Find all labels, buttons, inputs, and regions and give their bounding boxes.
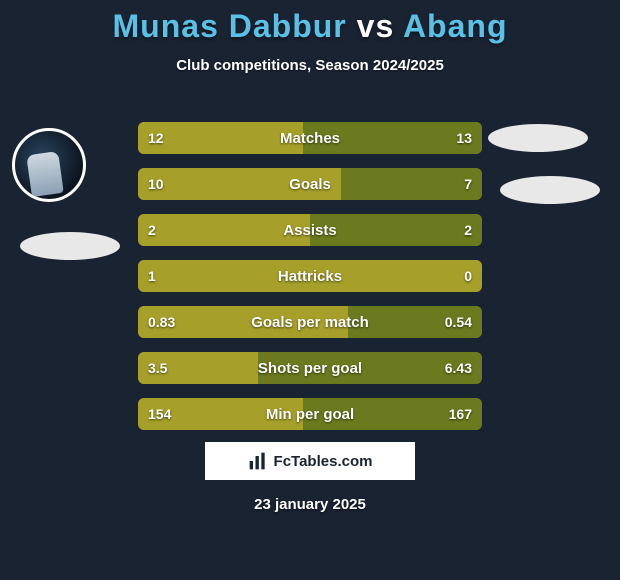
- brand-badge[interactable]: FcTables.com: [205, 442, 415, 480]
- stat-value-left: 3.5: [138, 352, 177, 384]
- player1-club-badge: [20, 232, 120, 260]
- stat-row: Min per goal154167: [138, 398, 482, 430]
- player2-name: Abang: [403, 8, 508, 44]
- stat-value-right: 167: [439, 398, 482, 430]
- vs-text: vs: [357, 8, 395, 44]
- stat-value-left: 12: [138, 122, 174, 154]
- player2-club-badge: [500, 176, 600, 204]
- player1-name: Munas Dabbur: [113, 8, 347, 44]
- stat-value-right: 0: [454, 260, 482, 292]
- stat-row: Goals107: [138, 168, 482, 200]
- stat-value-left: 154: [138, 398, 181, 430]
- stat-row: Hattricks10: [138, 260, 482, 292]
- page-title: Munas Dabbur vs Abang: [0, 0, 620, 45]
- stat-row: Matches1213: [138, 122, 482, 154]
- player2-avatar-placeholder: [488, 124, 588, 152]
- brand-text: FcTables.com: [274, 453, 373, 470]
- stat-value-left: 2: [138, 214, 166, 246]
- player1-avatar: [12, 128, 86, 202]
- stat-row: Assists22: [138, 214, 482, 246]
- stat-value-left: 10: [138, 168, 174, 200]
- stat-value-right: 0.54: [435, 306, 482, 338]
- stat-row: Shots per goal3.56.43: [138, 352, 482, 384]
- stat-bar-left: [138, 260, 482, 292]
- bar-chart-icon: [248, 451, 268, 471]
- stat-row: Goals per match0.830.54: [138, 306, 482, 338]
- subtitle: Club competitions, Season 2024/2025: [0, 57, 620, 74]
- footer-date: 23 january 2025: [0, 496, 620, 513]
- stat-value-right: 7: [454, 168, 482, 200]
- stat-value-right: 13: [446, 122, 482, 154]
- stat-value-left: 1: [138, 260, 166, 292]
- stat-value-right: 6.43: [435, 352, 482, 384]
- stat-value-right: 2: [454, 214, 482, 246]
- stats-bar-chart: Matches1213Goals107Assists22Hattricks10G…: [138, 122, 482, 444]
- stat-value-left: 0.83: [138, 306, 185, 338]
